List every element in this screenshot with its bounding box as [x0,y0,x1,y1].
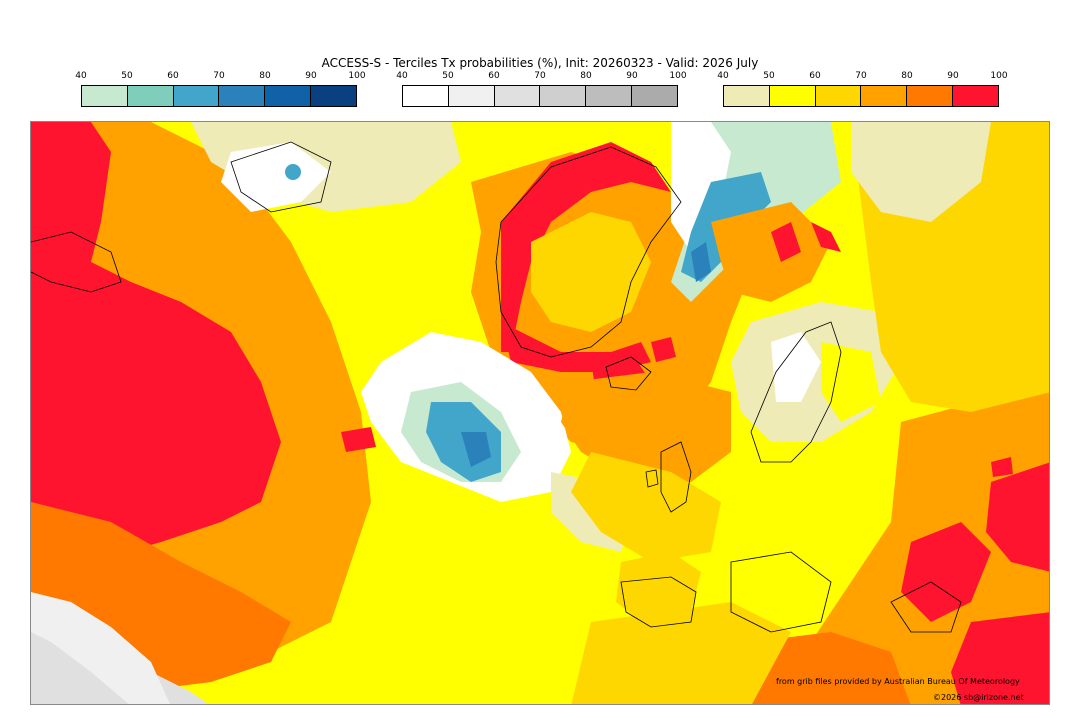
legend-above-normal: 40 50 60 70 80 90 100 [723,71,999,113]
legend-colorbar [723,85,999,107]
legend-tick-label: 50 [121,71,132,81]
legend-colorbar [81,85,357,107]
legend-color-swatch [586,86,632,106]
legend-below-normal: 40 50 60 70 80 90 100 [81,71,357,113]
legend-tick-label: 80 [259,71,270,81]
legend-color-swatch [540,86,586,106]
legend-tick-label: 90 [947,71,958,81]
legend-color-swatch [632,86,677,106]
legend-tick-label: 80 [580,71,591,81]
legend-color-swatch [265,86,311,106]
probability-map [30,121,1050,705]
legend-tick-label: 100 [348,71,365,81]
legend-tick-label: 80 [901,71,912,81]
legend-tick-label: 60 [167,71,178,81]
hudson-blue-spot [285,164,301,180]
legend-tick-label: 90 [305,71,316,81]
legend-tick-label: 70 [855,71,866,81]
legend-tick-label: 50 [763,71,774,81]
legend-color-swatch [449,86,495,106]
legend-tick-label: 50 [442,71,453,81]
legend-color-swatch [495,86,541,106]
legend-colorbar [402,85,678,107]
legend-tick-label: 60 [809,71,820,81]
legend-tick-label: 70 [534,71,545,81]
data-source-credit: from grib files provided by Australian B… [776,677,1020,686]
legend-tick-label: 90 [626,71,637,81]
legend-color-swatch [128,86,174,106]
legend-color-swatch [311,86,356,106]
legend-color-swatch [953,86,998,106]
legend-tick-label: 100 [669,71,686,81]
legend-tick-label: 100 [990,71,1007,81]
legend-color-swatch [816,86,862,106]
legend-tick-label: 40 [717,71,728,81]
copyright-credit: ©2026 sb@irizone.net [933,693,1024,702]
legend-color-swatch [82,86,128,106]
legend-ticks: 40 50 60 70 80 90 100 [723,71,999,85]
legend-color-swatch [770,86,816,106]
legend-tick-label: 40 [75,71,86,81]
legend-tick-label: 60 [488,71,499,81]
legend-tick-label: 70 [213,71,224,81]
legend-near-normal: 40 50 60 70 80 90 100 [402,71,678,113]
legend-ticks: 40 50 60 70 80 90 100 [402,71,678,85]
map-title: ACCESS-S - Terciles Tx probabilities (%)… [0,56,1080,70]
legend-color-swatch [174,86,220,106]
legend-color-swatch [219,86,265,106]
legend-color-swatch [403,86,449,106]
map-canvas [31,122,1050,705]
legend-color-swatch [724,86,770,106]
legend-tick-label: 40 [396,71,407,81]
legend-color-swatch [907,86,953,106]
legend-ticks: 40 50 60 70 80 90 100 [81,71,357,85]
legend-color-swatch [861,86,907,106]
